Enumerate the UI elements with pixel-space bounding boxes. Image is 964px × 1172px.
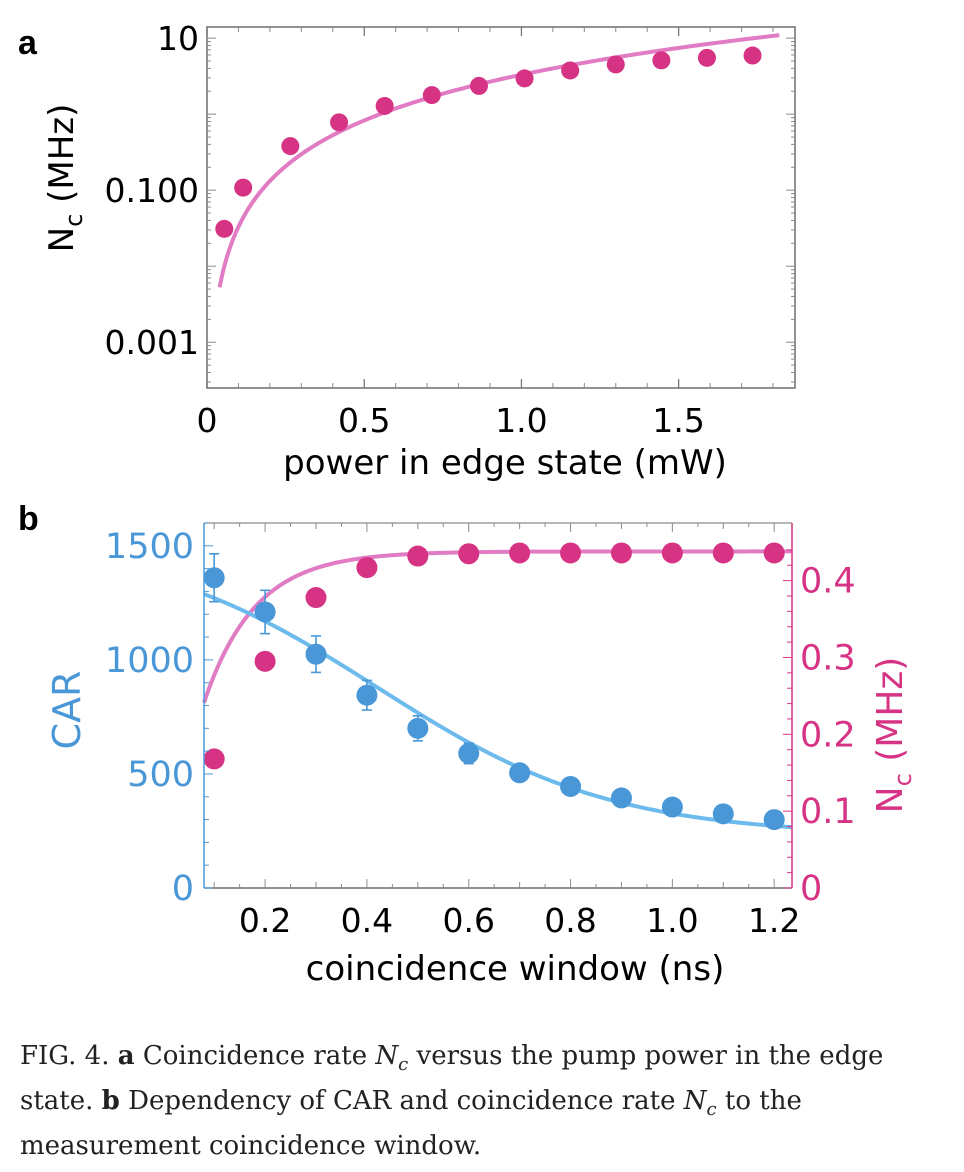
panel-b-car-data-point (305, 643, 327, 665)
panel-a-ticks (206, 27, 795, 388)
caption-nc-symbol: Nc (375, 1041, 408, 1075)
panel-b-left-y-tick-label: 0 (172, 869, 194, 909)
panel-a-y-tick-labels: 0.001 0.100 10 (105, 19, 199, 362)
panel-b-nc-data-point (610, 542, 632, 564)
panel-b-car-data-point (610, 787, 632, 809)
panel-b-left-y-tick-label: 500 (127, 755, 194, 795)
panel-b-nc-data-point (712, 542, 734, 564)
panel-a-x-tick-label: 0 (197, 401, 218, 440)
panel-b-car-data-point (560, 775, 582, 797)
panel-a-data-point (697, 48, 716, 67)
caption-nc-main: N (375, 1041, 399, 1071)
panel-a-x-axis-label: power in edge state (mW) (283, 443, 727, 483)
panel-a-y-tick-label: 0.001 (105, 323, 199, 362)
panel-a-chart: a 0 0.5 1.0 1.5 0.001 0.100 10 power in edge … (18, 19, 796, 483)
panel-b-x-axis-label: coincidence window (ns) (306, 949, 725, 989)
panel-a-letter: a (18, 24, 38, 62)
panel-b-x-tick-label: 1.2 (748, 901, 800, 940)
caption-nc-sub: c (398, 1054, 409, 1076)
panel-a-data-point (515, 69, 534, 88)
panel-a-data-point (330, 113, 349, 132)
panel-b-right-y-axis-label: Nc (MHz) (870, 657, 917, 814)
panel-a-data-point (422, 86, 441, 105)
caption-a-text-1: Coincidence rate (134, 1041, 376, 1071)
caption-nc-main-2: N (683, 1086, 707, 1117)
panel-b-right-y-tick-label: 0.4 (800, 562, 856, 602)
panel-b-left-y-axis-label: CAR (45, 671, 89, 750)
panel-a-data-point (281, 137, 300, 156)
panel-b-right-y-tick-label: 0.1 (800, 792, 856, 832)
panel-b-nc-fit-curve (202, 549, 792, 704)
panel-a-x-tick-labels: 0 0.5 1.0 1.5 (197, 401, 705, 440)
panel-b-car-data-point (458, 742, 480, 764)
panel-b-nc-data-point (407, 545, 429, 567)
panel-b-left-y-tick-label: 1000 (105, 641, 194, 681)
panel-a-x-tick-label: 1.0 (495, 401, 547, 440)
panel-a-x-tick-label: 0.5 (338, 401, 390, 440)
panel-b-nc-data-point (509, 542, 531, 564)
panel-b-right-y-tick-label: 0 (800, 869, 822, 909)
panel-b-nc-data-point (458, 543, 480, 565)
caption-nc-symbol-2: Nc (683, 1086, 717, 1120)
panel-b-car-data-point (254, 601, 276, 623)
figure-caption: FIG. 4. a Coincidence rate Nc versus the… (20, 1038, 940, 1165)
panel-b-right-y-tick-label: 0.2 (800, 715, 856, 755)
panel-a-fit-curve (217, 33, 780, 288)
panel-b-x-tick-label: 0.8 (544, 901, 596, 940)
panel-b-left-y-tick-labels: 0 500 1000 1500 (105, 527, 194, 909)
panel-b-nc-data-point (763, 542, 785, 564)
panel-b-x-tick-labels: 0.2 0.4 0.6 0.8 1.0 1.2 (239, 901, 801, 940)
panel-a-points (215, 46, 762, 238)
panel-b-frame (203, 522, 793, 889)
panel-b-nc-data-point (305, 587, 327, 609)
caption-b-label: b (101, 1086, 120, 1117)
panel-b-fit-layer (202, 549, 793, 830)
panel-a-y-tick-label: 0.100 (105, 171, 199, 210)
panel-b-nc-data-point (203, 748, 225, 770)
panel-a-data-point (469, 76, 488, 95)
panel-b-x-tick-label: 1.0 (646, 901, 698, 940)
panel-b-car-data-point (203, 567, 225, 589)
panel-b-nc-data-point (254, 650, 276, 672)
panel-b-nc-data-point (661, 542, 683, 564)
panel-a-y-axis-label: Nc (MHz) (42, 104, 88, 253)
panel-b-right-y-tick-labels: 0 0.1 0.2 0.3 0.4 (800, 562, 856, 909)
panel-b-left-y-tick-label: 1500 (105, 527, 194, 567)
caption-nc-sub-2: c (706, 1099, 717, 1121)
caption-fig-label: FIG. 4. (20, 1041, 118, 1071)
panel-b-chart: b 0.2 0.4 0.6 0.8 1.0 1.2 0 500 1000 1500 0 0.1 0.… (18, 500, 917, 989)
panel-a-data-point (652, 51, 671, 70)
panel-a-data-point (561, 61, 580, 80)
panel-a-data-point (606, 55, 625, 74)
panel-b-car-data-point (661, 796, 683, 818)
panel-a-y-tick-label: 10 (157, 19, 199, 58)
panel-b-x-tick-label: 0.4 (341, 901, 393, 940)
caption-b-text-1: Dependency of CAR and coincidence rate (119, 1086, 684, 1117)
panel-a-fit-layer (217, 33, 780, 288)
panel-b-car-data-point (407, 717, 429, 739)
panel-b-car-fit-curve (203, 592, 793, 830)
panel-b-nc-data-point (356, 557, 378, 579)
panel-a-data-point (234, 178, 253, 197)
panel-b-nc-data-point (560, 542, 582, 564)
panel-b-x-tick-label: 0.2 (239, 901, 291, 940)
panel-b-points (203, 542, 785, 831)
panel-b-letter: b (18, 500, 39, 538)
panel-a-data-point (375, 96, 394, 115)
panel-b-ticks (204, 522, 792, 889)
panel-a-x-tick-label: 1.5 (652, 401, 704, 440)
panel-a-data-point (215, 219, 234, 238)
caption-b-text-2: to the measurement coincidence window. (20, 1086, 802, 1162)
panel-b-car-data-point (509, 762, 531, 784)
panel-a-data-point (743, 46, 762, 65)
caption-a-text-2: versus the pump power in the edge state. (20, 1041, 884, 1117)
panel-b-x-tick-label: 0.6 (442, 901, 494, 940)
panel-b-car-data-point (712, 803, 734, 825)
panel-b-car-data-point (763, 809, 785, 831)
panel-b-car-data-point (356, 684, 378, 706)
caption-a-label: a (117, 1041, 135, 1071)
panel-b-right-y-tick-label: 0.3 (800, 638, 856, 678)
